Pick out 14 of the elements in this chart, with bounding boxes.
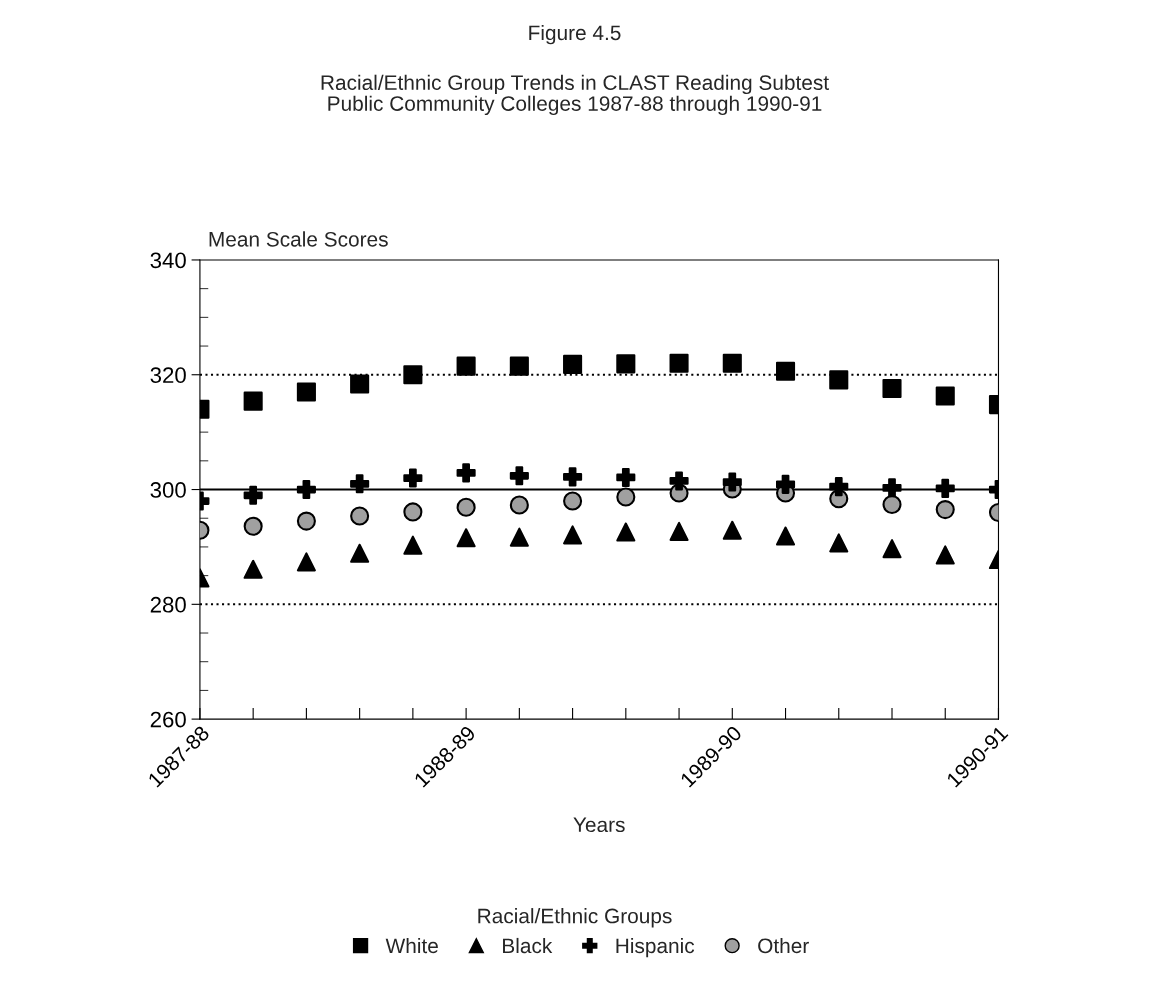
legend-label: Other (758, 937, 809, 954)
y-tick-label: 340 (150, 252, 186, 269)
chart-subtitle: Racial/Ethnic Group Trends in CLAST Reading Subtest Public Community Colleges 1987-88 through 1990-91 (321, 74, 829, 116)
legend-label: Hispanic (616, 937, 695, 958)
y-tick-label: 280 (150, 596, 186, 613)
y-tick-label: 320 (150, 367, 186, 384)
y-tick-label: 300 (150, 482, 186, 498)
legend-label: White (385, 937, 438, 954)
legend-label: Black (503, 937, 553, 954)
legend-title: Racial/Ethnic Groups (478, 908, 672, 928)
chart-title: Figure 4.5 (529, 24, 621, 45)
y-axis-title: Mean Scale Scores (209, 231, 388, 247)
y-tick-label: 260 (150, 711, 186, 728)
x-axis-title: Years (573, 817, 625, 833)
